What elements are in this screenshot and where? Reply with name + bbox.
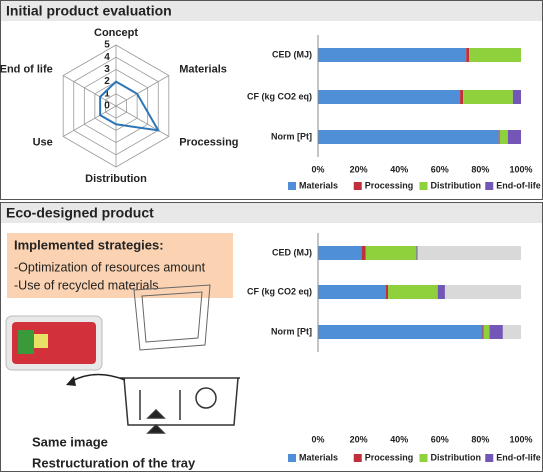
bar-segment	[318, 285, 387, 299]
tray-section	[120, 377, 240, 434]
legend-swatch	[485, 454, 494, 462]
x-tick-label: 100%	[509, 164, 532, 174]
x-tick-label: 0%	[311, 434, 324, 444]
bar-segment	[482, 325, 484, 339]
bar-segment	[318, 246, 362, 260]
tick-label: 0	[104, 101, 110, 112]
caption: Same image	[32, 434, 108, 449]
radar-axis	[115, 75, 170, 107]
axis-label: Materials	[179, 63, 227, 75]
tick-label: 5	[104, 40, 110, 51]
x-tick-label: 0%	[311, 164, 324, 174]
tick-label: 4	[104, 52, 110, 63]
bar-segment	[416, 246, 418, 260]
bar-segment	[460, 90, 464, 104]
x-tick-label: 20%	[350, 434, 368, 444]
bar-segment	[361, 246, 366, 260]
tick-label: 2	[104, 76, 110, 87]
x-tick-label: 40%	[390, 164, 408, 174]
axis-label: Use	[33, 136, 53, 148]
bar-segment	[489, 325, 503, 339]
bar-segment	[388, 285, 438, 299]
x-tick-label: 20%	[350, 164, 368, 174]
panel-header	[1, 203, 542, 223]
bar-segment	[499, 130, 508, 144]
bar-segment	[318, 48, 467, 62]
bar-segment	[498, 130, 500, 144]
category-label: CF (kg CO2 eq)	[247, 91, 312, 101]
radar-axis	[62, 75, 117, 107]
radar-axis	[115, 105, 170, 137]
legend-label: Processing	[365, 452, 414, 462]
legend-label: Materials	[299, 180, 338, 190]
tray-photo	[5, 315, 103, 371]
axis-label: Processing	[179, 136, 238, 148]
axis-label: End of life	[0, 63, 53, 75]
x-tick-label: 100%	[509, 434, 532, 444]
caption: Restructuration of the tray	[32, 455, 196, 470]
strategy-box	[7, 233, 233, 298]
category-label: Norm [Pt]	[271, 326, 312, 336]
category-label: CED (MJ)	[272, 49, 312, 59]
panel-title: Eco-designed product	[6, 205, 154, 221]
strategy-heading: Implemented strategies:	[14, 237, 164, 252]
bar-segment	[483, 325, 490, 339]
x-tick-label: 60%	[431, 164, 449, 174]
panel-title: Initial product evaluation	[6, 3, 172, 19]
bar-segment	[507, 130, 521, 144]
x-tick-label: 80%	[471, 164, 489, 174]
bar-segment	[318, 130, 499, 144]
legend-swatch	[288, 454, 296, 462]
bar-segment	[463, 90, 513, 104]
legend-label: Distribution	[431, 180, 482, 190]
category-label: Norm [Pt]	[271, 131, 312, 141]
category-label: CED (MJ)	[272, 247, 312, 257]
tick-label: 1	[104, 88, 110, 99]
category-label: CF (kg CO2 eq)	[247, 286, 312, 296]
tick-label: 3	[104, 64, 110, 75]
axis-label: Concept	[94, 27, 138, 39]
x-tick-label: 40%	[390, 434, 408, 444]
legend-label: End-of-life	[496, 180, 541, 190]
bar-segment	[318, 325, 483, 339]
legend-label: End-of-life	[496, 452, 541, 462]
bar-segment	[318, 90, 461, 104]
legend-swatch	[419, 182, 428, 190]
legend-swatch	[353, 182, 362, 190]
radar-line	[99, 80, 161, 132]
legend-label: Distribution	[431, 452, 482, 462]
legend-swatch	[288, 182, 296, 190]
strategy-item: -Optimization of resources amount	[14, 260, 206, 274]
legend-swatch	[419, 454, 428, 462]
bar-segment	[365, 246, 417, 260]
bar-segment	[437, 285, 445, 299]
bar-segment	[512, 90, 521, 104]
legend-swatch	[485, 182, 494, 190]
x-tick-label: 60%	[431, 434, 449, 444]
legend-label: Processing	[365, 180, 414, 190]
legend-label: Materials	[299, 452, 338, 462]
arrow-head	[66, 376, 76, 386]
x-tick-label: 80%	[471, 434, 489, 444]
tray-drawing	[133, 284, 211, 351]
axis-label: Distribution	[85, 173, 147, 185]
legend-swatch	[353, 454, 362, 462]
bar-segment	[466, 48, 470, 62]
bar-segment	[469, 48, 521, 62]
bar-segment	[386, 285, 389, 299]
radar-axis	[62, 105, 117, 137]
strategy-item: -Use of recycled materials	[14, 278, 159, 292]
panel-header	[1, 1, 542, 21]
